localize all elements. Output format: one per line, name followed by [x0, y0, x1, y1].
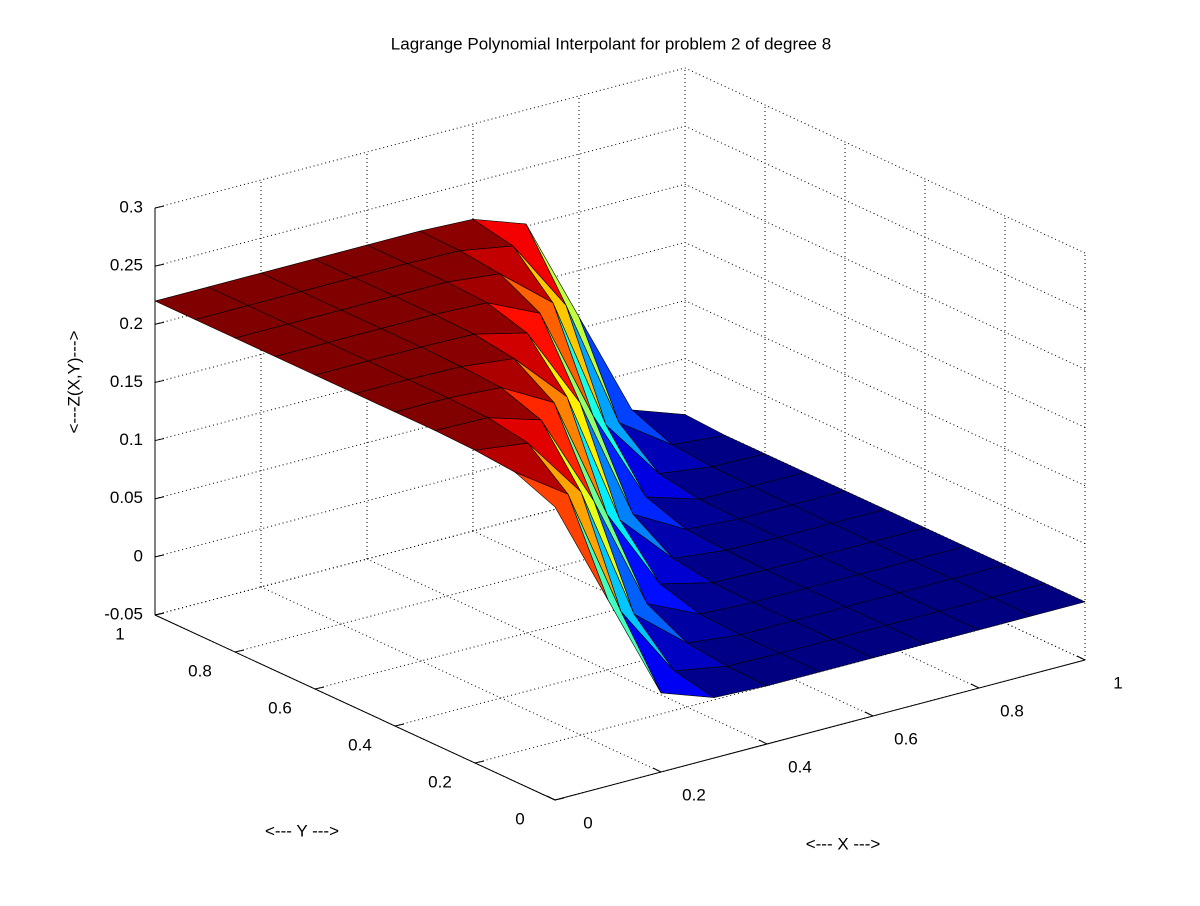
grid-line — [684, 300, 1086, 487]
x-tick-mark — [652, 767, 662, 773]
y-tick-label: 0.8 — [188, 661, 212, 680]
grid-line — [684, 183, 1086, 370]
z-tick-label: 0.05 — [110, 488, 143, 507]
y-tick-label: 0.4 — [348, 735, 372, 754]
z-tick-mark — [154, 321, 165, 325]
x-tick-mark — [758, 739, 768, 745]
y-axis-label: <--- Y ---> — [265, 821, 339, 840]
y-tick-mark — [554, 797, 565, 801]
x-tick-mark — [864, 711, 874, 717]
grid-line — [684, 358, 1086, 545]
x-tick-label: 1 — [1113, 673, 1122, 692]
x-axis-line — [554, 659, 1086, 801]
grid-line — [154, 300, 686, 442]
z-tick-mark — [154, 379, 165, 383]
z-tick-label: 0.15 — [110, 372, 143, 391]
x-tick-label: 0 — [583, 813, 592, 832]
z-axis-label: <---Z(X,Y)---> — [64, 330, 83, 433]
grid-line — [154, 183, 686, 325]
grid-line — [684, 67, 1086, 254]
z-tick-label: 0.3 — [119, 197, 143, 216]
grid-line — [260, 586, 662, 773]
grid-line — [154, 241, 686, 383]
y-tick-label: 1 — [115, 624, 124, 643]
y-tick-label: 0.6 — [268, 698, 292, 717]
grid-line — [684, 125, 1086, 312]
axes — [154, 205, 1086, 801]
y-tick-mark — [474, 760, 485, 764]
chart-title: Lagrange Polynomial Interpolant for prob… — [391, 34, 831, 53]
surface — [154, 219, 1086, 698]
x-tick-label: 0.2 — [682, 785, 706, 804]
z-tick-mark — [154, 438, 165, 442]
grid-line — [154, 125, 686, 267]
z-tick-label: 0 — [134, 546, 143, 565]
y-tick-mark — [314, 686, 325, 690]
y-tick-mark — [234, 649, 245, 653]
grid-line — [366, 558, 768, 745]
grid-line — [684, 241, 1086, 428]
z-tick-label: 0.1 — [119, 430, 143, 449]
z-tick-mark — [154, 554, 165, 558]
surface-patch — [514, 471, 609, 601]
z-tick-label: -0.05 — [104, 604, 143, 623]
x-axis-label: <--- X ---> — [806, 834, 881, 853]
x-tick-mark — [970, 683, 980, 689]
grid-line — [154, 67, 686, 209]
x-tick-label: 0.4 — [788, 757, 812, 776]
z-tick-mark — [154, 263, 165, 267]
z-tick-mark — [154, 496, 165, 500]
z-tick-label: 0.25 — [110, 256, 143, 275]
x-tick-mark — [1076, 655, 1086, 661]
y-tick-mark — [154, 612, 165, 616]
z-tick-mark — [154, 205, 165, 209]
y-tick-label: 0.2 — [428, 772, 452, 791]
y-axis-line — [154, 614, 556, 801]
labels: -0.05 0 0.05 0.1 0.15 0.2 0.25 0.3 0 0.2 0.4 0.6 0.8… — [104, 197, 1122, 832]
y-tick-label: 0 — [515, 809, 524, 828]
z-tick-label: 0.2 — [119, 314, 143, 333]
y-tick-mark — [394, 723, 405, 727]
x-tick-label: 0.8 — [1000, 701, 1024, 720]
x-tick-mark — [546, 795, 556, 801]
x-tick-label: 0.6 — [894, 729, 918, 748]
